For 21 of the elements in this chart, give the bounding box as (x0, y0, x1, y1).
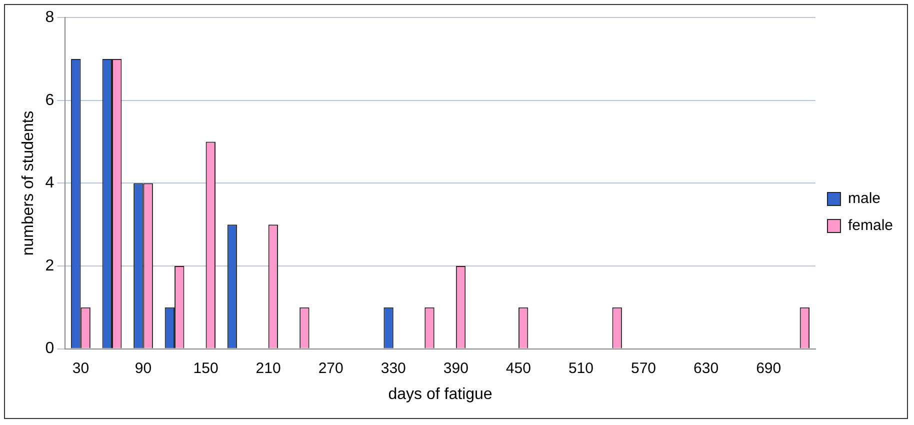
y-tick-label: 2 (45, 257, 54, 274)
x-tick-label: 570 (631, 360, 656, 377)
x-tick-label: 510 (568, 360, 594, 377)
y-tick-label: 6 (45, 92, 54, 109)
x-tick-label: 150 (193, 360, 218, 377)
y-axis-title: numbers of students (20, 110, 38, 256)
x-tick-label: 690 (756, 360, 782, 377)
x-axis-title: days of fatigue (388, 386, 492, 403)
x-tick-label: 390 (443, 360, 468, 377)
x-tick-label: 90 (134, 360, 152, 377)
y-tick-label: 0 (45, 340, 54, 358)
x-tick-label: 210 (256, 360, 281, 377)
x-tick-label: 30 (72, 360, 90, 377)
legend-label: male (848, 190, 880, 208)
x-tick-label: 270 (318, 360, 344, 377)
x-tick-label: 630 (694, 360, 719, 377)
y-tick-label: 8 (45, 9, 54, 26)
y-tick-label: 4 (45, 174, 54, 192)
x-tick-label: 450 (506, 360, 531, 377)
legend-label: female (848, 217, 894, 234)
x-tick-label: 330 (380, 360, 406, 377)
